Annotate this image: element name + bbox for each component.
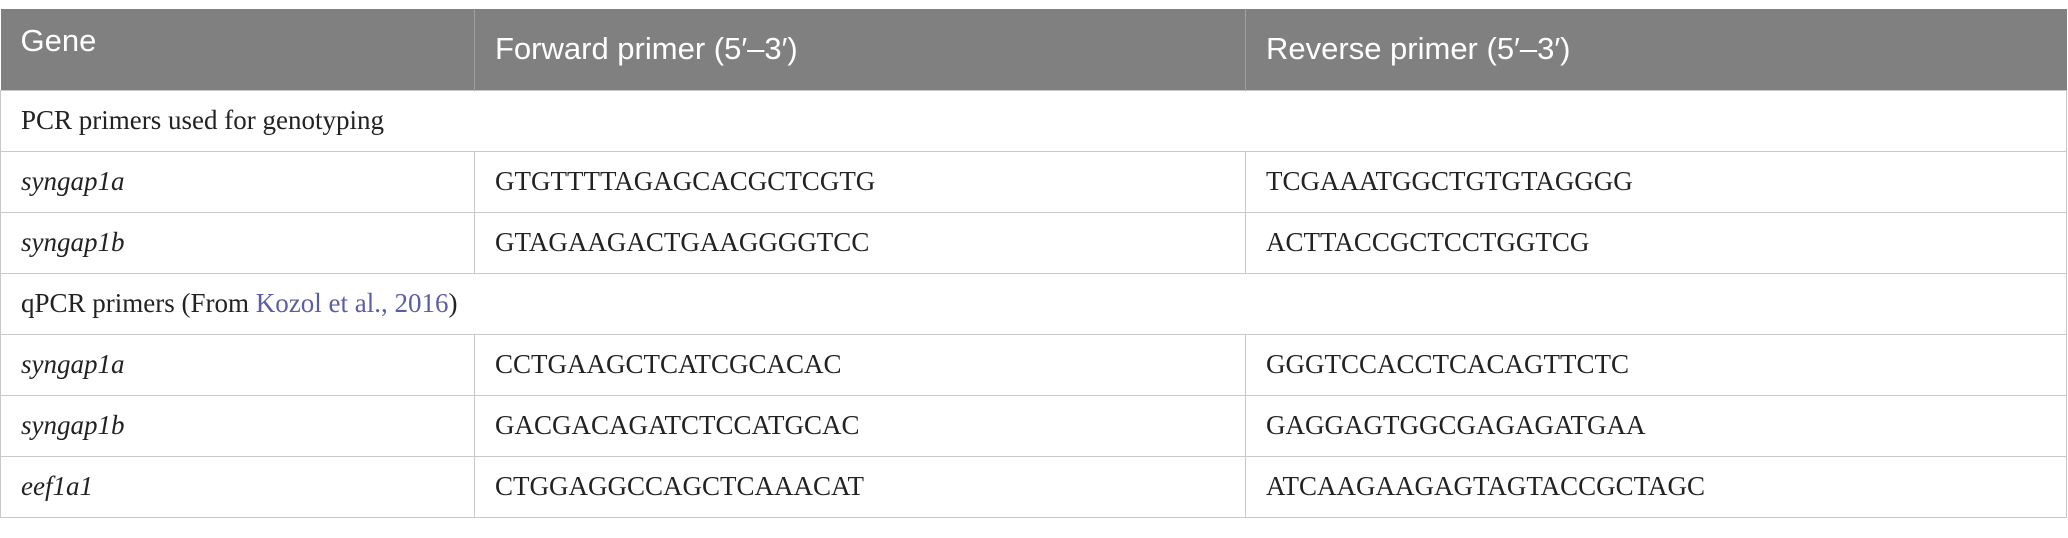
primer-cell: TCGAAATGGCTGTGTAGGGG — [1245, 150, 2067, 213]
data-row: syngap1a GTGTTTTAGAGCACGCTCGTG TCGAAATGGCT… — [0, 150, 2067, 213]
primer-cell: GAGGAGTGGCGAGAGATGAA — [1245, 394, 2067, 457]
table-header: Gene Forward primer (5′–3′) Reverse primer… — [0, 9, 2067, 90]
data-row: syngap1a CCTGAAGCTCATCGCACAC GGGTCCACCTCAC… — [0, 333, 2067, 396]
primer-cell: GACGACAGATCTCCATGCAC — [474, 394, 1246, 457]
primer-cell: GTAGAAGACTGAAGGGGTCC — [474, 211, 1246, 274]
primer-cell: ATCAAGAAGAGTAGTACCGCTAGC — [1245, 455, 2067, 518]
gene-cell: syngap1b — [0, 211, 475, 274]
section-row: PCR primers used for genotyping — [0, 89, 2067, 152]
data-row: syngap1b GTAGAAGACTGAAGGGGTCC ACTTACCGCTCC… — [0, 211, 2067, 274]
header-row: Gene Forward primer (5′–3′) Reverse primer… — [0, 9, 2067, 90]
header-cell: Forward primer (5′–3′) — [474, 9, 1246, 90]
data-row: eef1a1 CTGGAGGCCAGCTCAAACAT ATCAAGAAGAGTAG… — [0, 455, 2067, 518]
gene-cell: syngap1a — [0, 333, 475, 396]
primer-cell: GTGTTTTAGAGCACGCTCGTG — [474, 150, 1246, 213]
section-row: qPCR primers (From Kozol et al., 2016) — [0, 272, 2067, 335]
section-title: qPCR primers (From Kozol et al., 2016) — [0, 272, 2067, 335]
gene-cell: syngap1b — [0, 394, 475, 457]
gene-cell: eef1a1 — [0, 455, 475, 518]
section-text: ) — [448, 288, 458, 318]
header-cell: Gene — [0, 9, 475, 90]
primer-cell: CTGGAGGCCAGCTCAAACAT — [474, 455, 1246, 518]
table-body: PCR primers used for genotyping syngap1a G… — [0, 89, 2067, 518]
section-title: PCR primers used for genotyping — [0, 89, 2067, 152]
gene-cell: syngap1a — [0, 150, 475, 213]
header-cell: Reverse primer (5′–3′) — [1245, 9, 2067, 90]
primer-cell: CCTGAAGCTCATCGCACAC — [474, 333, 1246, 396]
data-row: syngap1b GACGACAGATCTCCATGCAC GAGGAGTGGCGA… — [0, 394, 2067, 457]
primer-table: Gene Forward primer (5′–3′) Reverse primer… — [0, 9, 2067, 518]
citation-link[interactable]: Kozol et al., 2016 — [255, 288, 449, 318]
primer-cell: GGGTCCACCTCACAGTTCTC — [1245, 333, 2067, 396]
section-text: qPCR primers (From — [21, 288, 256, 318]
primer-cell: ACTTACCGCTCCTGGTCG — [1245, 211, 2067, 274]
